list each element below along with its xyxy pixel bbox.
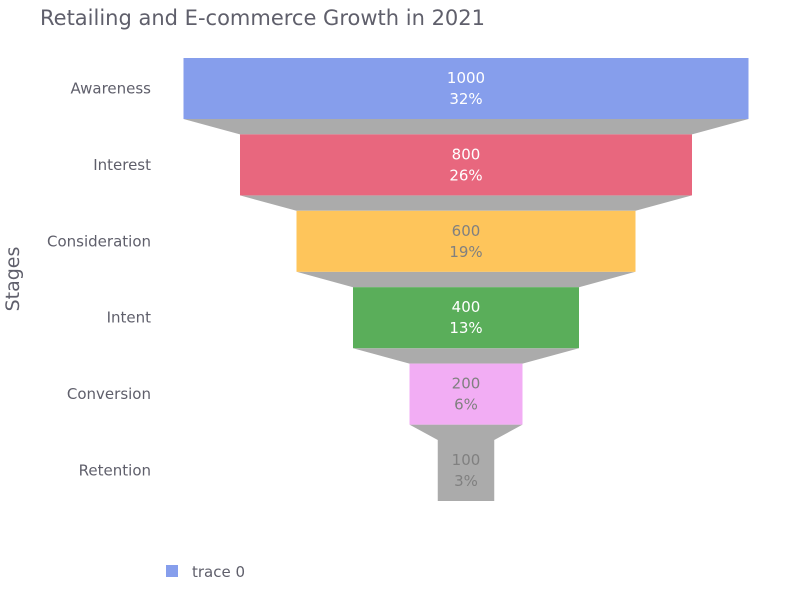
- value-labels: 1000 32% 800 26% 600 19% 400 13% 200 6% 100 3%: [447, 69, 485, 490]
- category-labels: Awareness Interest Consideration Intent Conv…: [47, 80, 151, 480]
- funnel-bar-interest[interactable]: [240, 134, 692, 196]
- legend-label[interactable]: trace 0: [192, 563, 245, 581]
- percent-label: 32%: [449, 90, 482, 108]
- value-label: 200: [452, 375, 481, 393]
- funnel-connector: [296, 271, 636, 288]
- funnel-bar-consideration[interactable]: [296, 210, 636, 272]
- legend[interactable]: trace 0: [166, 563, 245, 581]
- legend-swatch[interactable]: [166, 565, 178, 577]
- funnel-bar-retention[interactable]: [437, 440, 495, 501]
- category-label: Conversion: [67, 385, 151, 403]
- y-axis-title: Stages: [2, 247, 24, 312]
- percent-label: 13%: [449, 319, 482, 337]
- percent-label: 6%: [454, 396, 478, 414]
- funnel-connector: [353, 348, 579, 364]
- category-label: Intent: [107, 309, 152, 327]
- category-label: Awareness: [70, 80, 151, 98]
- category-label: Consideration: [47, 232, 151, 250]
- percent-label: 3%: [454, 472, 478, 490]
- funnel-connector: [409, 424, 523, 440]
- value-label: 400: [452, 298, 481, 316]
- funnel-connector: [183, 119, 749, 135]
- value-label: 600: [452, 222, 481, 240]
- funnel-connectors: [183, 119, 749, 440]
- funnel-bars: [183, 58, 749, 501]
- funnel-bar-awareness[interactable]: [183, 58, 749, 119]
- chart-title: Retailing and E-commerce Growth in 2021: [40, 6, 485, 30]
- funnel-connector: [240, 195, 692, 211]
- percent-label: 19%: [449, 243, 482, 261]
- funnel-bar-conversion[interactable]: [409, 363, 523, 425]
- funnel-bar-intent[interactable]: [353, 287, 579, 349]
- category-label: Interest: [93, 156, 151, 174]
- percent-label: 26%: [449, 166, 482, 184]
- value-label: 1000: [447, 69, 485, 87]
- category-label: Retention: [79, 462, 151, 480]
- value-label: 800: [452, 145, 481, 163]
- value-label: 100: [452, 451, 481, 469]
